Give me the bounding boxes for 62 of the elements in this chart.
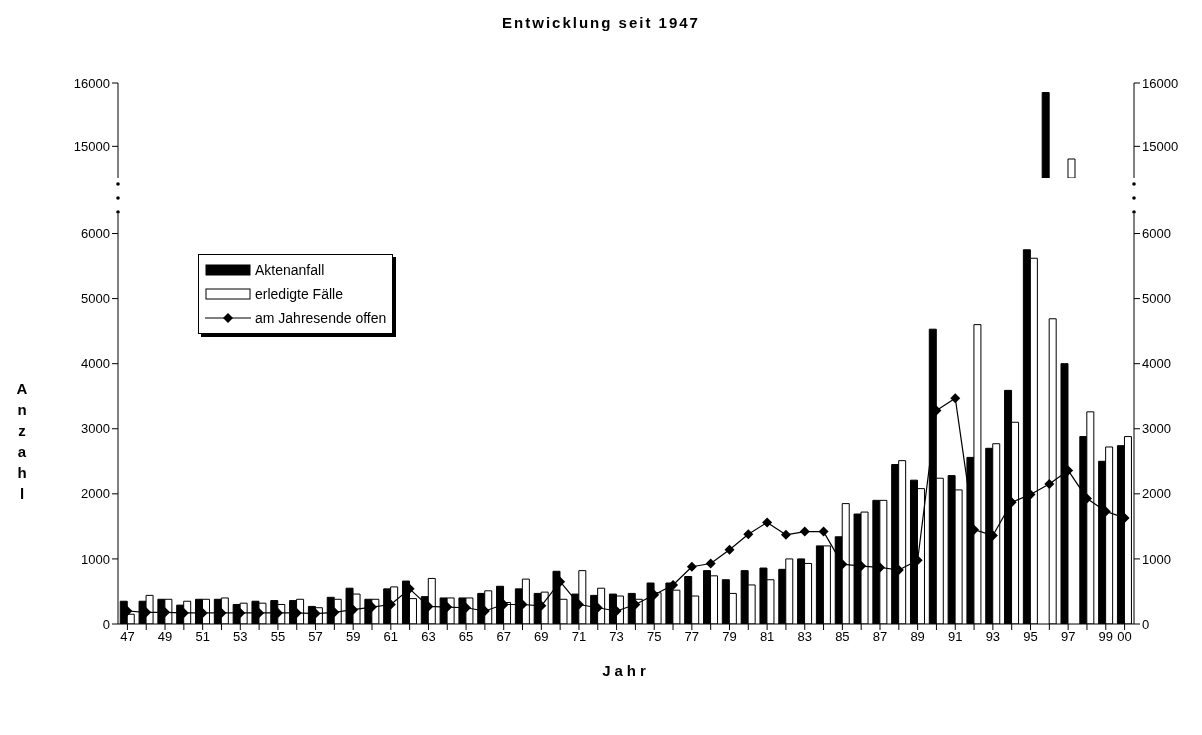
- x-tick-label: 00: [1117, 629, 1132, 645]
- legend-label: Aktenanfall: [255, 262, 325, 278]
- x-tick-label: 71: [571, 629, 587, 645]
- x-tick-label: 85: [835, 629, 850, 645]
- y-tick-label: 3000: [81, 421, 110, 437]
- y-axis-title: Anzahl: [15, 379, 29, 504]
- y-tick-label: 2000: [81, 486, 110, 502]
- x-tick-label: 77: [684, 629, 700, 645]
- legend-label: erledigte Fälle: [255, 286, 343, 302]
- x-tick-label: 97: [1060, 629, 1076, 645]
- x-tick-label: 57: [308, 629, 323, 645]
- x-tick-label: 79: [722, 629, 737, 645]
- x-tick-label: 95: [1023, 629, 1038, 645]
- x-tick-label: 99: [1098, 629, 1114, 645]
- x-tick-label: 67: [496, 629, 511, 645]
- y-tick-label: 16000: [73, 75, 110, 91]
- x-tick-label: 61: [383, 629, 399, 645]
- point: [724, 544, 735, 555]
- y2-tick-label: 0: [1142, 616, 1150, 632]
- x-tick-label: 65: [458, 629, 474, 645]
- x-tick-label: 83: [797, 629, 812, 645]
- y-tick-label: 4000: [81, 356, 110, 372]
- point: [1044, 479, 1055, 490]
- x-tick-label: 91: [948, 629, 963, 645]
- point: [818, 526, 829, 537]
- point: [705, 558, 716, 569]
- x-tick-label: 55: [270, 629, 286, 645]
- x-tick-label: 87: [872, 629, 888, 645]
- y-tick-label: 0: [102, 616, 110, 632]
- x-tick-label: 75: [646, 629, 662, 645]
- x-tick-label: 89: [910, 629, 925, 645]
- x-tick-label: 47: [120, 629, 135, 645]
- point: [950, 393, 961, 404]
- x-tick-label: 51: [195, 629, 210, 645]
- x-tick-label: 69: [534, 629, 549, 645]
- legend-label: am Jahresende offen: [255, 310, 387, 326]
- x-tick-label: 59: [345, 629, 361, 645]
- y-tick-label: 6000: [81, 226, 110, 242]
- point: [762, 517, 773, 528]
- y2-tick-label: 3000: [1142, 421, 1171, 437]
- point: [780, 529, 791, 540]
- y2-tick-label: 16000: [1142, 75, 1179, 91]
- x-tick-label: 53: [233, 629, 248, 645]
- y2-tick-label: 5000: [1142, 291, 1171, 307]
- y2-tick-label: 4000: [1142, 356, 1171, 372]
- point: [743, 529, 754, 540]
- y2-tick-label: 1000: [1142, 551, 1171, 567]
- y-tick-label: 5000: [81, 291, 110, 307]
- x-tick-label: 49: [157, 629, 173, 645]
- chart-title: Entwicklung seit 1947: [501, 13, 701, 33]
- y-tick-label: 15000: [73, 138, 110, 154]
- x-tick-label: 73: [609, 629, 624, 645]
- x-tick-label: 63: [421, 629, 436, 645]
- y2-tick-label: 6000: [1142, 226, 1171, 242]
- x-axis-title: Jahr: [601, 662, 651, 679]
- point: [799, 526, 810, 537]
- y2-tick-label: 15000: [1142, 138, 1179, 154]
- point: [686, 561, 697, 572]
- x-tick-label: 93: [985, 629, 1001, 645]
- y-tick-label: 1000: [81, 551, 110, 567]
- x-tick-label: 81: [759, 629, 775, 645]
- y2-tick-label: 2000: [1142, 486, 1171, 502]
